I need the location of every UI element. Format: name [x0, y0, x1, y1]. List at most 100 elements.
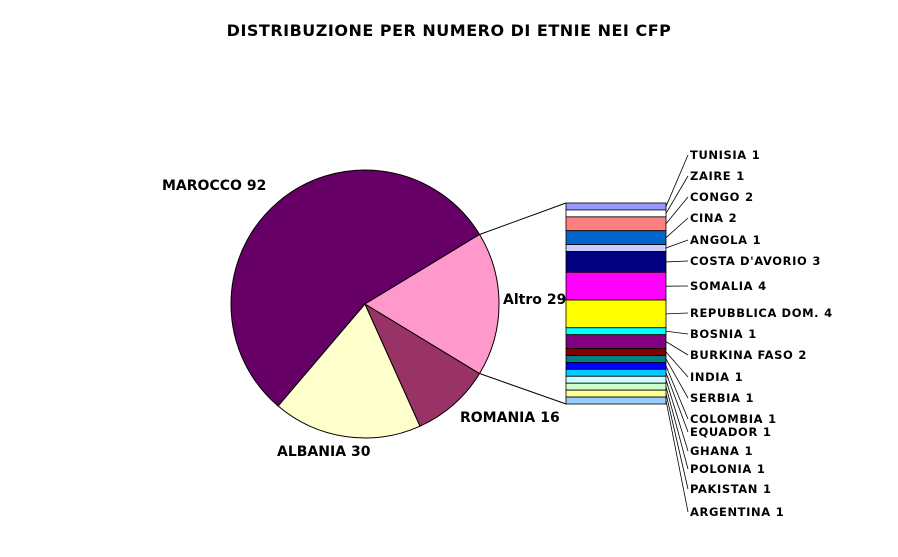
segment-label-name: TUNISIA [690, 148, 747, 162]
leader-line [665, 217, 689, 238]
leader-line [665, 351, 689, 378]
segment-label: ANGOLA 1 [690, 233, 761, 247]
leader-line [665, 393, 689, 490]
bar-segment [565, 355, 667, 363]
bar-segment [565, 299, 667, 329]
segment-label-value: 1 [735, 370, 744, 384]
segment-label-value: 1 [763, 425, 772, 439]
bar-segment [565, 244, 667, 252]
segment-label-name: CINA [690, 211, 724, 225]
segment-label-name: ARGENTINA [690, 505, 771, 519]
bar-segment [565, 251, 667, 273]
bar-segment [565, 209, 667, 218]
segment-label-value: 1 [736, 169, 745, 183]
segment-label-value: 2 [745, 190, 754, 204]
bar-segment [565, 382, 667, 391]
leader-line [665, 154, 689, 207]
segment-label-name: COLOMBIA [690, 412, 763, 426]
bar-segment [565, 362, 667, 370]
bar-segment [565, 348, 667, 356]
segment-label-name: BOSNIA [690, 327, 743, 341]
segment-label-name: POLONIA [690, 462, 752, 476]
leader-line [665, 330, 689, 335]
segment-label-name: EQUADOR [690, 425, 758, 439]
segment-label-value: 1 [763, 482, 772, 496]
bar-segment [565, 202, 667, 211]
slice-label-name: ROMANIA [460, 410, 535, 426]
slice-label-value: 92 [247, 178, 266, 194]
leader-line [665, 260, 689, 263]
bar-segment [565, 271, 667, 301]
segment-label: ZAIRE 1 [690, 169, 745, 183]
pie-slice [277, 303, 421, 439]
slice-label-value: 29 [547, 292, 566, 308]
segment-label-value: 1 [752, 148, 761, 162]
segment-label-name: GHANA [690, 444, 740, 458]
segment-label: ARGENTINA 1 [690, 505, 784, 519]
leader-line [665, 341, 689, 356]
segment-label: PAKISTAN 1 [690, 482, 772, 496]
leader-line [665, 386, 689, 470]
bar-segment [565, 368, 667, 377]
leader-line [665, 365, 689, 420]
leader-line [665, 239, 689, 249]
segment-label: COSTA D'AVORIO 3 [690, 254, 821, 268]
segment-label-value: 1 [746, 391, 755, 405]
segment-label: EQUADOR 1 [690, 425, 772, 439]
segment-label: BOSNIA 1 [690, 327, 757, 341]
segment-label-name: SOMALIA [690, 279, 753, 293]
slice-label-value: 16 [540, 410, 559, 426]
pie-slice [363, 302, 481, 427]
pie-slice [230, 169, 481, 407]
segment-label-value: 2 [729, 211, 738, 225]
segment-label-name: CONGO [690, 190, 740, 204]
slice-label-value: 30 [351, 444, 371, 460]
bar-segment [565, 327, 667, 336]
segment-label: TUNISIA 1 [690, 148, 760, 162]
bar-segment [565, 375, 667, 384]
pie-slice [364, 233, 500, 375]
segment-label-value: 1 [745, 444, 754, 458]
segment-label-value: 1 [753, 233, 762, 247]
connector-line [479, 373, 567, 405]
segment-label-value: 1 [757, 462, 766, 476]
segment-label-name: PAKISTAN [690, 482, 758, 496]
segment-label: REPUBBLICA DOM. 4 [690, 306, 833, 320]
segment-label-value: 3 [812, 254, 821, 268]
segment-label-value: 2 [798, 348, 807, 362]
bar-segment [565, 396, 667, 405]
chart-title: DISTRIBUZIONE PER NUMERO DI ETNIE NEI CF… [227, 21, 672, 40]
segment-label: GHANA 1 [690, 444, 753, 458]
leader-line [665, 400, 689, 513]
segment-label: BURKINA FASO 2 [690, 348, 807, 362]
segment-label: SOMALIA 4 [690, 279, 767, 293]
slice-label: ALBANIA 30 [277, 444, 371, 460]
segment-label-value: 1 [748, 327, 757, 341]
slice-label: ROMANIA 16 [460, 410, 560, 426]
segment-label-name: ANGOLA [690, 233, 748, 247]
slice-label: Altro 29 [503, 292, 566, 308]
leader-line [665, 379, 689, 452]
segment-label: INDIA 1 [690, 370, 743, 384]
leader-line [665, 372, 689, 433]
leader-line [665, 196, 689, 225]
slice-label-name: MAROCCO [162, 178, 242, 194]
leader-line [665, 175, 689, 214]
bar-segment [565, 230, 667, 245]
segment-label-name: BURKINA FASO [690, 348, 793, 362]
bar-segment [565, 216, 667, 232]
segment-label-name: INDIA [690, 370, 730, 384]
segment-label: COLOMBIA 1 [690, 412, 777, 426]
segment-label-name: SERBIA [690, 391, 741, 405]
segment-label-value: 4 [758, 279, 767, 293]
segment-label: POLONIA 1 [690, 462, 766, 476]
bar-segment [565, 389, 667, 398]
segment-label-value: 1 [776, 505, 785, 519]
slice-label-name: Altro [503, 292, 542, 308]
segment-label-value: 1 [768, 412, 777, 426]
leader-line [665, 312, 689, 315]
segment-label-name: COSTA D'AVORIO [690, 254, 807, 268]
segment-label-name: REPUBBLICA DOM. [690, 306, 819, 320]
bar-segment [565, 334, 667, 349]
